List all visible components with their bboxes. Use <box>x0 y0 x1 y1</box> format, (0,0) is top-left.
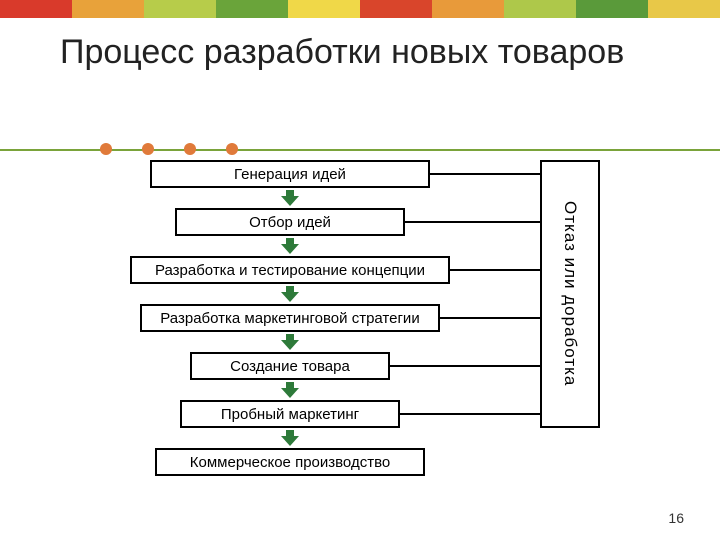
title-bullets <box>100 143 238 155</box>
bullet-dot <box>226 143 238 155</box>
bullet-dot <box>142 143 154 155</box>
top-band-segment <box>576 0 648 18</box>
reject-or-rework-box: Отказ или доработка <box>540 160 600 428</box>
top-band-segment <box>0 0 72 18</box>
stage-box: Отбор идей <box>175 208 405 236</box>
connector-line <box>440 317 540 319</box>
top-band-segment <box>288 0 360 18</box>
connector-line <box>450 269 540 271</box>
stage-box: Разработка и тестирование концепции <box>130 256 450 284</box>
process-flowchart: Отказ или доработка Генерация идей Отбор … <box>0 160 720 520</box>
connector-line <box>400 413 540 415</box>
down-arrow-icon <box>281 382 299 398</box>
top-band-segment <box>648 0 720 18</box>
stage-box: Генерация идей <box>150 160 430 188</box>
top-band-segment <box>144 0 216 18</box>
top-band-segment <box>72 0 144 18</box>
slide: Процесс разработки новых товаров Отказ и… <box>0 0 720 540</box>
stage-box: Создание товара <box>190 352 390 380</box>
decorative-top-band <box>0 0 720 18</box>
reject-or-rework-label: Отказ или доработка <box>560 201 580 386</box>
top-band-segment <box>504 0 576 18</box>
down-arrow-icon <box>281 286 299 302</box>
bullet-dot <box>100 143 112 155</box>
down-arrow-icon <box>281 334 299 350</box>
top-band-segment <box>216 0 288 18</box>
connector-line <box>405 221 540 223</box>
stage-box: Пробный маркетинг <box>180 400 400 428</box>
page-number: 16 <box>668 510 684 526</box>
connector-line <box>390 365 540 367</box>
stage-box: Разработка маркетинговой стратегии <box>140 304 440 332</box>
down-arrow-icon <box>281 430 299 446</box>
down-arrow-icon <box>281 190 299 206</box>
stage-box: Коммерческое производство <box>155 448 425 476</box>
top-band-segment <box>432 0 504 18</box>
down-arrow-icon <box>281 238 299 254</box>
connector-line <box>430 173 540 175</box>
bullet-dot <box>184 143 196 155</box>
top-band-segment <box>360 0 432 18</box>
slide-title: Процесс разработки новых товаров <box>60 34 624 71</box>
